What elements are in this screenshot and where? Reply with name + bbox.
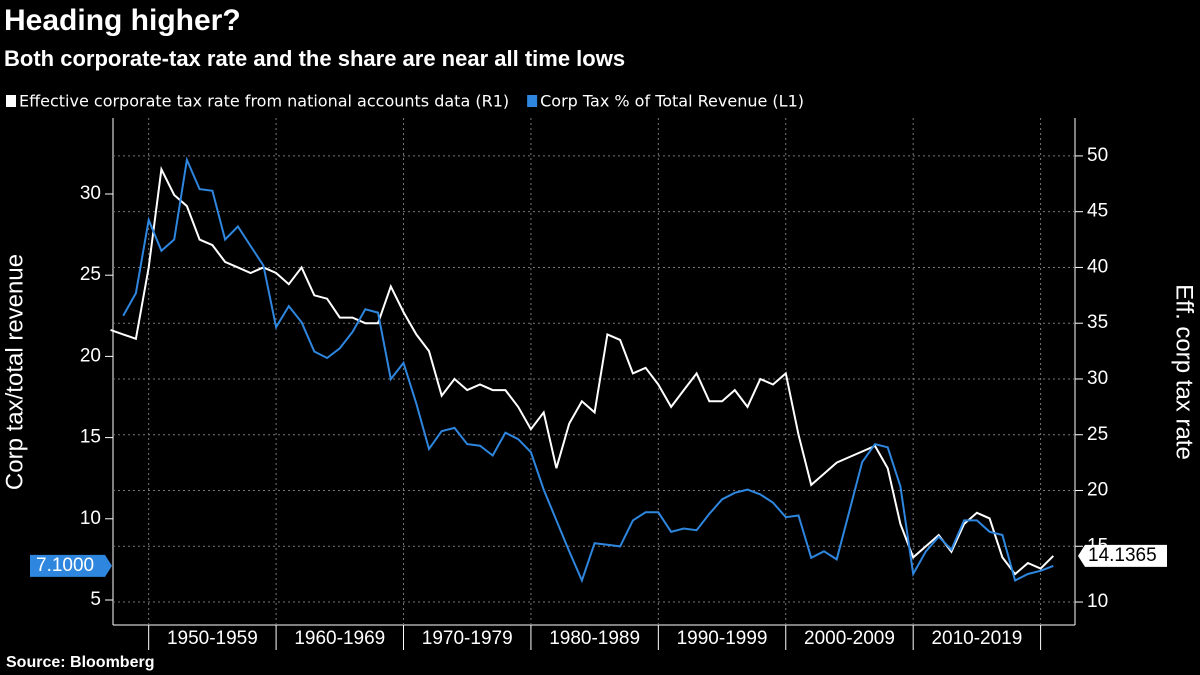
y-tick-label: 25 xyxy=(80,264,101,285)
value-label: 14.1365 xyxy=(1088,545,1157,566)
x-tick-label: 1970-1979 xyxy=(422,628,513,649)
value-label: 7.1000 xyxy=(36,555,94,576)
y2-tick-label: 20 xyxy=(1087,480,1108,501)
y-tick-label: 30 xyxy=(80,183,101,204)
y2-tick-label: 25 xyxy=(1087,424,1108,445)
legend-swatch xyxy=(527,95,538,107)
x-tick-label: 1990-1999 xyxy=(677,628,768,649)
y2-tick-label: 50 xyxy=(1087,145,1108,166)
y2-axis-title: Eff. corp tax rate xyxy=(1171,284,1198,460)
y-tick-label: 10 xyxy=(80,508,101,529)
x-tick-label: 2000-2009 xyxy=(804,628,895,649)
chart-subtitle: Both corporate-tax rate and the share ar… xyxy=(4,46,625,71)
x-tick-label: 1980-1989 xyxy=(549,628,640,649)
series-line xyxy=(122,156,1054,584)
x-tick-label: 2010-2019 xyxy=(931,628,1022,649)
series-line xyxy=(110,165,1055,576)
chart-title: Heading higher? xyxy=(4,4,241,37)
source: Source: Bloomberg xyxy=(6,654,154,671)
x-tick-label: 1960-1969 xyxy=(294,628,385,649)
value-label-box xyxy=(30,554,112,577)
y-tick-label: 15 xyxy=(80,427,101,448)
y2-tick-label: 45 xyxy=(1087,201,1108,222)
y2-tick-label: 35 xyxy=(1087,312,1108,333)
x-tick-label: 1950-1959 xyxy=(167,628,258,649)
legend-swatch xyxy=(6,95,16,107)
y2-tick-label: 30 xyxy=(1087,368,1108,389)
legend-label: Effective corporate tax rate from nation… xyxy=(19,92,509,111)
y-tick-label: 5 xyxy=(90,589,101,610)
legend-label: Corp Tax % of Total Revenue (L1) xyxy=(540,92,804,111)
value-label-box xyxy=(1078,544,1167,567)
y-tick-label: 20 xyxy=(80,345,101,366)
y-axis-title: Corp tax/total revenue xyxy=(1,254,28,490)
y2-tick-label: 10 xyxy=(1087,591,1108,612)
y2-tick-label: 40 xyxy=(1087,256,1108,277)
